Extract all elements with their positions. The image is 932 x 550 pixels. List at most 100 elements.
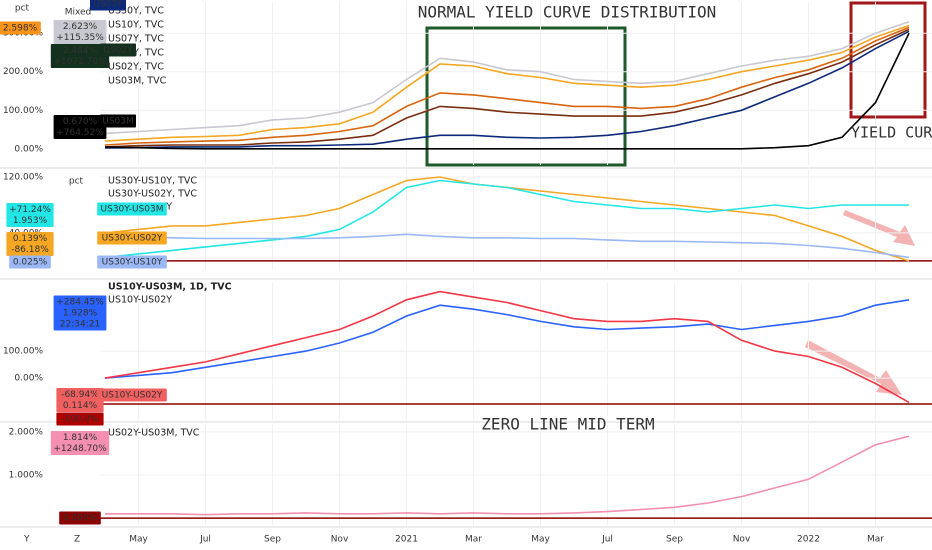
legend-entry: US30Y-US02Y, TVC <box>108 189 197 200</box>
legend-entry: US10Y-US03M, 1D, TVC <box>108 282 232 293</box>
y-tick-label: 0.00% <box>14 144 43 154</box>
series-line <box>104 32 910 150</box>
badge-text: 2.484% <box>63 46 98 56</box>
series-line <box>105 233 910 259</box>
price-badge: US30Y-US02Y <box>97 231 167 245</box>
badge-bg <box>0 21 41 35</box>
badge-text: 0.114% <box>63 401 98 411</box>
badge-text: pct <box>15 4 30 14</box>
price-badge: 0.670%+764.52% <box>53 115 107 139</box>
badge-text: +1248.70% <box>53 444 107 454</box>
badge-bg <box>97 202 167 216</box>
badge-text: US03M <box>102 117 134 127</box>
badge-bg <box>100 114 136 128</box>
series-line <box>104 179 909 259</box>
badge-text: 0.139% <box>13 234 48 244</box>
price-badge: 2.598% <box>0 21 41 35</box>
badge-text: +71.24% <box>9 205 51 215</box>
badge-text: +1071.70% <box>53 57 107 67</box>
series-line <box>104 30 910 149</box>
annotation: YIELD CURV <box>851 124 932 142</box>
price-badge: -68.94%0.114% <box>56 388 104 412</box>
legend-entry: US30Y, TVC <box>108 6 164 17</box>
badge-text: 0.000% <box>63 514 98 524</box>
price-badge: 1.814%+1248.70% <box>50 431 110 455</box>
badge-bg <box>59 511 101 525</box>
badge-text: US30Y-US10Y <box>102 258 163 268</box>
x-tick-label: May <box>129 535 148 545</box>
legend-entry: US02Y, TVC <box>108 62 164 73</box>
price-badge: US30Y-US03M <box>97 202 167 216</box>
badge-text: -86.18% <box>11 245 49 255</box>
price-badge: 2.623%+115.35% <box>53 20 107 44</box>
badge-text: 1.814% <box>63 433 98 443</box>
badge-text: 1.928% <box>63 309 98 319</box>
y-tick-label: 120.00% <box>3 172 43 182</box>
badge-text: 1.953% <box>13 216 48 226</box>
badge-bg <box>53 115 107 139</box>
badge-bg <box>50 44 110 68</box>
badge-bg <box>53 20 107 44</box>
x-tick-label: May <box>531 535 550 545</box>
badge-bg <box>63 174 89 188</box>
price-badge: US10Y-US02Y <box>97 388 167 402</box>
badge-text: +284.45% <box>56 298 104 308</box>
legend-entry: US10Y, TVC <box>108 20 164 31</box>
y-tick-label: 2.000% <box>9 427 44 437</box>
y-tick-label: 1.000% <box>9 471 44 481</box>
badge-text: 0.025% <box>13 258 48 268</box>
badge-text: 22:34:21 <box>60 320 100 330</box>
badge-bg <box>9 1 35 15</box>
series-line <box>104 24 910 142</box>
price-badge: 0.139%-86.18% <box>6 232 54 256</box>
arrow <box>805 340 902 395</box>
series-line <box>104 26 910 146</box>
price-badge: 0.000% <box>59 511 101 525</box>
footer-text: Z <box>74 535 80 545</box>
y-tick-label: 100.00% <box>3 106 43 116</box>
badge-text: US30Y-US02Y <box>102 234 163 244</box>
badge-text: 2.623% <box>63 22 98 32</box>
price-badge: +284.45%1.928%22:34:21 <box>53 295 107 331</box>
legend-entry: US02Y-US03M, TVC <box>108 428 200 439</box>
series-line <box>105 435 910 516</box>
badge-text: +115.35% <box>56 33 104 43</box>
x-tick-label: Nov <box>733 535 751 545</box>
y-tick-label: 200.00% <box>3 67 43 77</box>
price-badge: Mixed <box>60 5 96 19</box>
x-tick-label: Sep <box>264 535 281 545</box>
series-line <box>104 299 910 379</box>
price-badge: 0.025% <box>9 255 51 269</box>
series-line <box>104 290 910 404</box>
footer-text: Y <box>23 535 30 545</box>
badge-bg <box>90 0 126 11</box>
highlight-box <box>849 1 927 119</box>
x-tick-label: Mar <box>867 535 884 545</box>
badge-bg <box>97 388 167 402</box>
price-badge: US02Y <box>100 43 136 57</box>
y-tick-label: 100.00% <box>3 347 43 357</box>
price-badge: US03M <box>100 114 136 128</box>
badge-bg <box>97 231 167 245</box>
badge-text: US10Y-US02Y <box>102 391 163 401</box>
badge-bg <box>100 43 136 57</box>
badge-text: US30Y-US03M <box>101 205 164 215</box>
y-tick-label: 0.00% <box>14 374 43 384</box>
series-line <box>104 20 910 135</box>
x-tick-label: Jul <box>601 535 613 545</box>
badge-bg <box>9 255 51 269</box>
x-tick-label: Mar <box>465 535 482 545</box>
legend-entry: US10Y-US02Y <box>108 295 172 306</box>
highlight-box <box>425 26 627 167</box>
badge-text: 0.670% <box>63 117 98 127</box>
legend-entry: US03M, TVC <box>108 76 167 87</box>
badge-bg <box>6 232 54 256</box>
badge-text: -68.94% <box>61 390 99 400</box>
legend-entry: US07Y, TVC <box>108 34 164 45</box>
badge-bg <box>6 203 54 227</box>
badge-text: US02Y <box>103 46 133 56</box>
price-badge: pct <box>9 1 35 15</box>
price-badge: 2.484%+1071.70% <box>50 44 110 68</box>
